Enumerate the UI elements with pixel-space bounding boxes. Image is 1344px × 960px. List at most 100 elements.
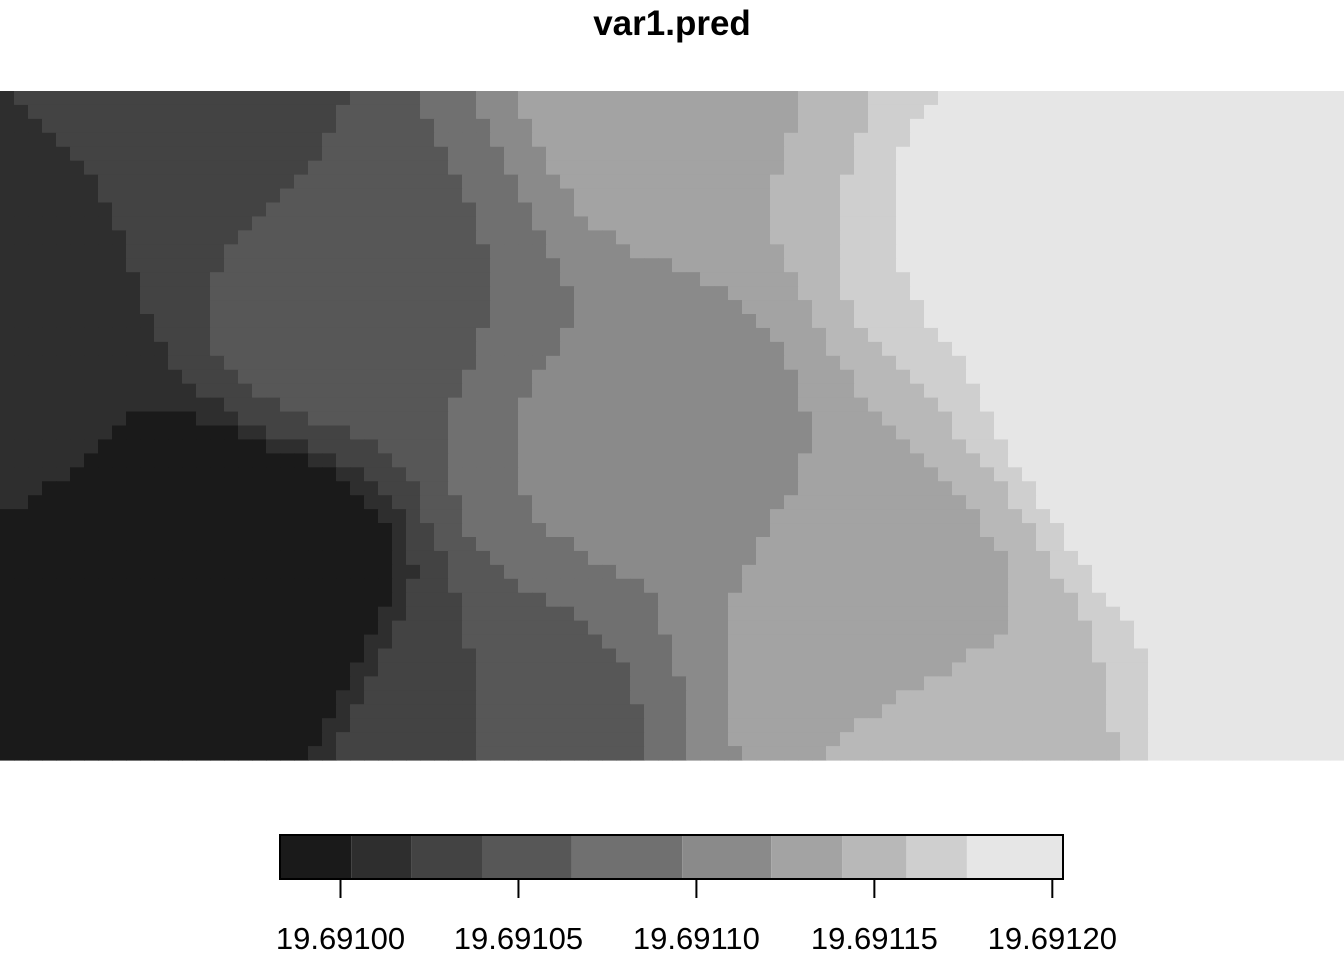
raster-cell (280, 355, 295, 371)
raster-cell (182, 481, 197, 496)
raster-cell (574, 425, 589, 441)
raster-cell (784, 746, 799, 761)
raster-cell (112, 369, 127, 385)
raster-cell (770, 592, 785, 608)
raster-cell (616, 634, 631, 650)
raster-cell (56, 383, 71, 399)
raster-cell (350, 634, 365, 650)
raster-cell (308, 216, 323, 231)
raster-cell (826, 578, 841, 594)
raster-cell (882, 648, 897, 664)
raster-cell (504, 174, 519, 190)
raster-cell (910, 634, 925, 650)
raster-cell (1092, 718, 1107, 733)
raster-cell (658, 104, 673, 120)
raster-cell (616, 132, 631, 148)
raster-cell (1050, 606, 1065, 622)
raster-cell (560, 578, 575, 594)
raster-cell (1064, 132, 1079, 148)
raster-cell (980, 202, 995, 218)
raster-cell (672, 732, 687, 747)
raster-cell (42, 411, 57, 427)
raster-cell (658, 146, 673, 162)
raster-cell (1260, 216, 1275, 231)
raster-cell (980, 286, 995, 301)
raster-cell (42, 160, 57, 176)
raster-cell (1330, 188, 1344, 204)
raster-cell (1260, 146, 1275, 162)
raster-cell (1232, 132, 1247, 148)
raster-cell (714, 188, 729, 204)
raster-cell (798, 314, 813, 329)
raster-cell (686, 202, 701, 218)
raster-cell (1260, 509, 1275, 524)
raster-cell (350, 258, 365, 273)
raster-cell (784, 648, 799, 664)
raster-cell (14, 690, 29, 705)
raster-cell (42, 272, 57, 287)
raster-cell (686, 523, 701, 538)
raster-cell (1288, 606, 1303, 622)
raster-cell (14, 383, 29, 399)
raster-cell (406, 104, 421, 120)
raster-cell (1022, 704, 1037, 719)
raster-cell (1204, 606, 1219, 622)
raster-cell (910, 397, 925, 413)
raster-cell (28, 411, 43, 427)
raster-cell (56, 746, 71, 761)
raster-cell (392, 369, 407, 385)
raster-cell (700, 132, 715, 148)
raster-cell (336, 341, 351, 357)
raster-cell (910, 704, 925, 719)
raster-cell (1246, 467, 1261, 482)
raster-cell (1120, 467, 1135, 482)
raster-cell (14, 718, 29, 733)
raster-cell (700, 704, 715, 719)
raster-cell (448, 550, 463, 566)
raster-cell (910, 383, 925, 399)
raster-cell (1232, 286, 1247, 301)
raster-cell (504, 383, 519, 399)
raster-cell (714, 355, 729, 371)
raster-cell (168, 662, 183, 677)
legend-swatch (482, 835, 572, 879)
raster-cell (126, 355, 141, 371)
raster-cell (406, 188, 421, 204)
raster-cell (588, 327, 603, 343)
raster-cell (840, 648, 855, 664)
raster-cell (504, 564, 519, 580)
raster-cell (196, 272, 211, 287)
raster-cell (98, 746, 113, 761)
raster-cell (1190, 606, 1205, 622)
raster-cell (1036, 230, 1051, 245)
raster-cell (770, 132, 785, 148)
raster-cell (448, 327, 463, 343)
raster-cell (630, 746, 645, 761)
raster-cell (602, 327, 617, 343)
raster-cell (798, 606, 813, 622)
raster-cell (322, 341, 337, 357)
raster-cell (994, 425, 1009, 441)
raster-cell (1106, 286, 1121, 301)
raster-cell (1232, 467, 1247, 482)
raster-cell (1092, 425, 1107, 441)
raster-cell (602, 690, 617, 705)
raster-cell (1218, 146, 1233, 162)
raster-cell (28, 383, 43, 399)
raster-cell (910, 662, 925, 677)
raster-cell (560, 648, 575, 664)
raster-cell (1176, 606, 1191, 622)
raster-cell (392, 537, 407, 552)
raster-cell (504, 523, 519, 538)
raster-cell (714, 523, 729, 538)
raster-cell (756, 578, 771, 594)
raster-cell (1134, 550, 1149, 566)
raster-cell (1246, 383, 1261, 399)
raster-cell (70, 146, 85, 162)
raster-cell (1134, 174, 1149, 190)
raster-cell (462, 509, 477, 524)
raster-cell (420, 662, 435, 677)
raster-cell (364, 439, 379, 454)
raster-cell (966, 272, 981, 287)
raster-cell (1190, 746, 1205, 761)
